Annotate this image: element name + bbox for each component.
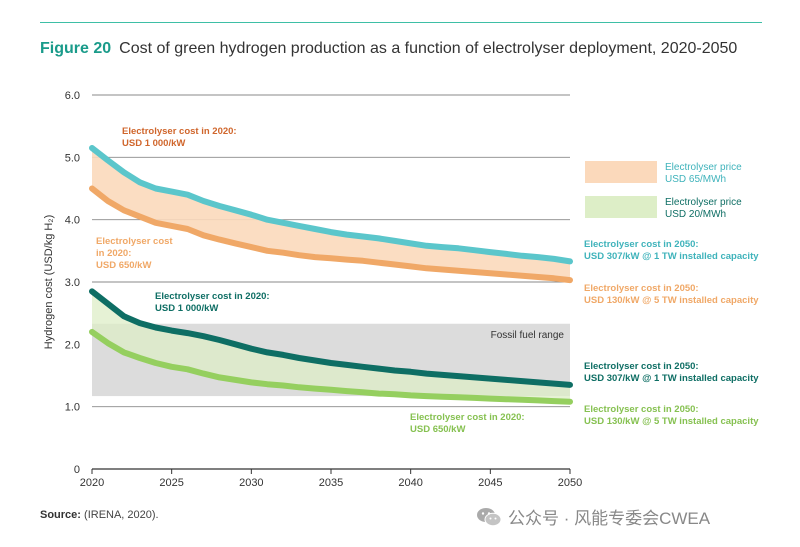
ytick-label-3: 3.0 [65,277,80,289]
band-usd-65-mwh [92,148,570,281]
annotation-a2-line1: Electrolyser cost [96,236,173,247]
annotation-a3-line2: USD 1 000/kW [155,303,218,314]
xtick-label-5: 2045 [478,477,502,489]
ytick-label-2: 2.0 [65,339,80,351]
series-line-2 [89,185,573,284]
annotation-a8-line1: Electrolyser cost in 2050: [584,404,699,415]
annotation-a4-line2: USD 650/kW [410,424,465,435]
xtick-label-3: 2035 [319,477,343,489]
source-text: (IRENA, 2020). [80,509,159,521]
legend-swatch-1 [585,161,657,183]
figure-title-block: Figure 20 Cost of green hydrogen producti… [40,38,760,60]
ytick-label-1: 1.0 [65,402,80,414]
annotation-a3-line1: Electrolyser cost in 2020: [155,291,270,302]
annotation-a2-line3: USD 650/kW [96,260,151,271]
source-label: Source: [40,509,81,521]
ytick-label-4: 4.0 [65,215,80,227]
series-line-3 [89,288,573,388]
series-line-4 [89,328,573,405]
fossil-fuel-label: Fossil fuel range [491,330,565,341]
annotation-a8-line2: USD 130/kW @ 5 TW installed capacity [584,416,759,427]
series-line-1 [89,145,573,265]
xtick-label-6: 2050 [558,477,582,489]
xtick-label-2: 2030 [239,477,263,489]
legend-swatch-2 [585,196,657,218]
annotation-a7-line2: USD 307/kW @ 1 TW installed capacity [584,373,759,384]
xtick-label-0: 2020 [80,477,104,489]
legend-label-1-line2: USD 65/MWh [665,174,726,185]
top-rule [40,22,762,23]
annotation-a1-line1: Electrolyser cost in 2020: [122,126,237,137]
ytick-label-5: 5.0 [65,152,80,164]
y-axis-label: Hydrogen cost (USD/kg H₂) [43,215,55,349]
xtick-label-1: 2025 [159,477,183,489]
watermark: 公众号 · 风能专委会CWEA [476,504,710,529]
annotation-a5-line1: Electrolyser cost in 2050: [584,239,699,250]
ytick-label-0: 0 [74,464,80,476]
annotation-a1-line2: USD 1 000/kW [122,138,185,149]
xtick-label-4: 2040 [398,477,422,489]
annotation-a6-line2: USD 130/kW @ 5 TW installed capacity [584,295,759,306]
ytick-label-6: 6.0 [65,90,80,102]
source-note: Source: (IRENA, 2020). [40,509,159,521]
figure-title: Cost of green hydrogen production as a f… [119,40,738,57]
annotation-a4-line1: Electrolyser cost in 2020: [410,412,525,423]
legend-label-2-line1: Electrolyser price [665,197,742,208]
legend-label-2-line2: USD 20/MWh [665,209,726,220]
watermark-text: 公众号 · 风能专委会CWEA [508,509,711,528]
annotation-a2-line2: in 2020: [96,248,131,259]
annotation-a5-line2: USD 307/kW @ 1 TW installed capacity [584,251,759,262]
legend-label-1-line1: Electrolyser price [665,162,742,173]
annotation-a6-line1: Electrolyser cost in 2050: [584,283,699,294]
annotation-a7-line1: Electrolyser cost in 2050: [584,361,699,372]
figure-label: Figure 20 [40,40,112,57]
wechat-icon [477,508,502,527]
